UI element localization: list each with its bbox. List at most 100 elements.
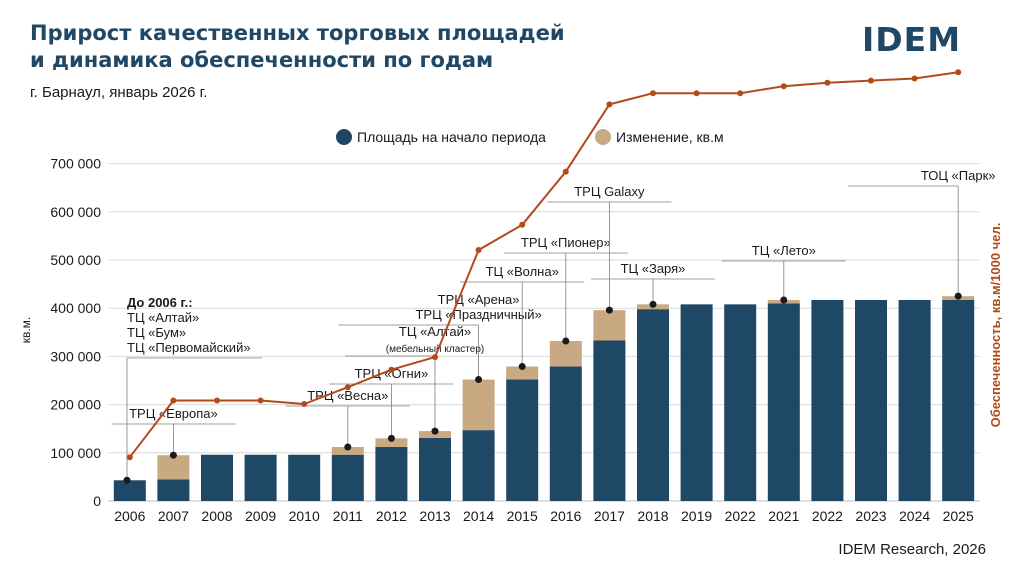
bar-base (637, 309, 669, 501)
bar-change (462, 379, 495, 431)
y-tick-label: 0 (93, 493, 101, 509)
annotation-dot (123, 476, 131, 484)
provision-point (170, 397, 177, 404)
x-tick-label: 2007 (158, 508, 189, 524)
annotation-dot (562, 337, 570, 345)
bar-base (898, 300, 931, 501)
annotation-label: ТРЦ «Европа» (129, 406, 218, 421)
annotation-dot (431, 427, 439, 435)
x-tick-label: 2023 (855, 508, 886, 524)
x-tick-label: 2025 (943, 508, 974, 524)
annotation-dot (387, 434, 395, 442)
provision-point (344, 384, 351, 391)
provision-point (824, 79, 831, 86)
bar-base (506, 379, 539, 501)
bar-change (506, 366, 539, 380)
chart-title: Прирост качественных торговых площадей и… (30, 20, 650, 74)
provision-point (388, 366, 395, 373)
annotation-label: ТЦ «Первомайский» (127, 340, 251, 355)
x-tick-label: 2022 (812, 508, 843, 524)
annotation-label: До 2006 г.: (127, 295, 193, 310)
x-tick-label: 2012 (376, 508, 407, 524)
annotation-label: ТЦ «Бум» (127, 325, 186, 340)
provision-point (519, 221, 526, 228)
title-line-2: и динамика обеспеченности по годам (30, 48, 494, 72)
bar-base (157, 479, 190, 501)
idem-logo: IDEM (862, 20, 962, 59)
bar-base (375, 447, 408, 501)
bar-base (549, 366, 582, 501)
chart-subtitle: г. Барнаул, январь 2026 г. (30, 84, 208, 101)
x-tick-label: 2022 (725, 508, 756, 524)
y2-axis-title: Обеспеченность, кв.м/1000 чел. (988, 223, 1003, 428)
bar-base (201, 454, 233, 501)
provision-point (214, 397, 220, 404)
annotation-dot (169, 451, 177, 459)
annotation-label: ТРЦ «Праздничный» (415, 307, 541, 322)
x-tick-label: 2011 (333, 508, 363, 524)
x-tick-label: 2018 (637, 508, 668, 524)
bar-change (331, 447, 364, 455)
x-tick-label: 2017 (594, 508, 625, 524)
bar-base (288, 454, 321, 501)
provision-point (475, 247, 482, 253)
bar-change (375, 438, 408, 448)
annotation-label: ТЦ «Алтай» (127, 310, 199, 325)
x-tick-label: 2006 (114, 508, 145, 524)
annotation-label: ТОЦ «Парк» (921, 168, 996, 183)
provision-point (432, 354, 438, 361)
y-axis-title: кв.м. (19, 317, 33, 344)
annotation-label: ТЦ «Заря» (621, 261, 686, 276)
x-tick-label: 2010 (289, 508, 320, 524)
annotation-dot (649, 300, 657, 308)
annotation-label: ТЦ «Волна» (486, 264, 559, 279)
annotation-label: ТЦ «Лето» (752, 243, 816, 258)
annotation-label: ТРЦ «Пионер» (521, 235, 611, 250)
provision-point (301, 401, 308, 407)
y-tick-label: 300 000 (50, 348, 101, 364)
bar-base (724, 304, 757, 501)
bar-change (157, 455, 190, 480)
legend-marker-base (336, 129, 352, 145)
provision-line (129, 71, 959, 458)
source-note: IDEM Research, 2026 (838, 541, 986, 558)
provision-point (606, 101, 613, 108)
bar-base (680, 304, 713, 501)
legend-marker-change (595, 129, 611, 145)
annotation-dot (954, 292, 962, 300)
provision-point (737, 90, 744, 97)
annotation-label: ТРЦ «Арена» (438, 292, 520, 307)
annotation-label: (мебельный кластер) (386, 343, 484, 355)
x-tick-label: 2021 (768, 508, 799, 524)
title-line-1: Прирост качественных торговых площадей (30, 21, 565, 45)
annotation-dot (344, 443, 352, 451)
bar-base (593, 340, 626, 501)
bar-base (767, 303, 800, 501)
bar-base (113, 480, 146, 501)
annotation-dot (780, 296, 788, 304)
legend-label-change: Изменение, кв.м (616, 129, 724, 145)
y-tick-label: 600 000 (50, 204, 101, 220)
provision-point (650, 90, 656, 97)
annotation-dot (518, 363, 526, 371)
bar-change (549, 340, 582, 367)
bar-base (462, 430, 495, 501)
y-tick-label: 500 000 (50, 252, 101, 268)
annotation-dot (475, 376, 483, 384)
provision-point (693, 90, 700, 97)
bar-base (331, 454, 364, 501)
bar-base (419, 437, 451, 501)
bar-base (811, 300, 844, 501)
annotation-label: ТРЦ Galaxy (574, 184, 645, 199)
legend-label-base: Площадь на начало периода (357, 129, 546, 145)
annotation-dot (605, 306, 613, 314)
x-tick-label: 2019 (681, 508, 712, 524)
x-tick-label: 2015 (507, 508, 538, 524)
y-tick-label: 100 000 (50, 445, 101, 461)
bar-base (244, 454, 277, 501)
provision-point (868, 77, 874, 84)
bar-change (593, 310, 626, 341)
provision-point (780, 83, 787, 90)
provision-point (257, 397, 264, 404)
